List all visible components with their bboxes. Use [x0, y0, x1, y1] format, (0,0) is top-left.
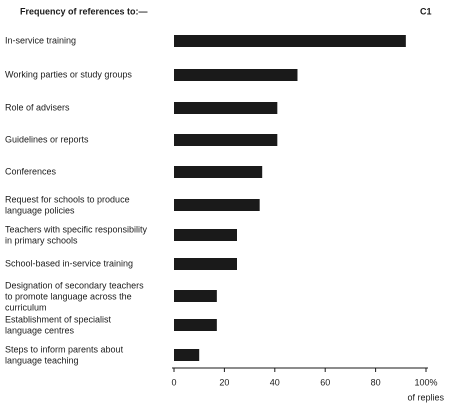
x-tick-label: 40: [270, 377, 280, 387]
bar: [174, 258, 237, 270]
bar: [174, 35, 406, 47]
x-tick-label: 60: [320, 377, 330, 387]
bar: [174, 199, 260, 211]
category-label: language centres: [5, 325, 75, 335]
bar: [174, 229, 237, 241]
x-tick-label: 0: [171, 377, 176, 387]
category-label: Conferences: [5, 166, 57, 176]
category-label: Request for schools to produce: [5, 194, 130, 204]
category-label: Steps to inform parents about: [5, 344, 124, 354]
category-label: Designation of secondary teachers: [5, 280, 144, 290]
x-tick-label: 20: [219, 377, 229, 387]
category-label: In-service training: [5, 35, 76, 45]
category-label: Guidelines or reports: [5, 134, 89, 144]
category-label: language teaching: [5, 355, 79, 365]
bar: [174, 69, 298, 81]
category-label: in primary schools: [5, 235, 78, 245]
bar: [174, 102, 278, 114]
category-label: Teachers with specific responsibility: [5, 224, 148, 234]
category-label: curriculum: [5, 302, 47, 312]
bar: [174, 134, 278, 146]
x-axis-label: of replies: [407, 392, 444, 402]
category-label: Role of advisers: [5, 102, 70, 112]
category-label: School-based in-service training: [5, 258, 133, 268]
figure-label: C1: [420, 6, 432, 16]
bar: [174, 319, 217, 331]
x-tick-label: 100%: [414, 377, 437, 387]
bar: [174, 290, 217, 302]
category-label: to promote language across the: [5, 291, 132, 301]
chart-title: Frequency of references to:—: [20, 6, 148, 16]
bar: [174, 349, 200, 361]
category-label: Establishment of specialist: [5, 314, 112, 324]
x-tick-label: 80: [371, 377, 381, 387]
bar: [174, 166, 263, 178]
category-label: language policies: [5, 205, 75, 215]
category-label: Working parties or study groups: [5, 69, 132, 79]
